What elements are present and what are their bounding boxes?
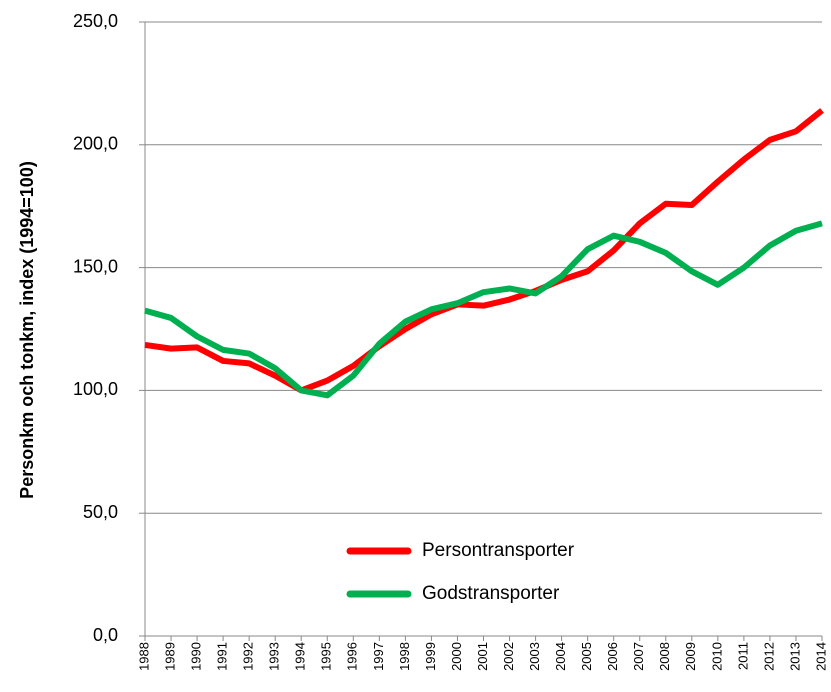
x-tick-label: 2014 <box>813 642 828 671</box>
x-tick-label: 1993 <box>267 642 282 671</box>
x-tick-label: 1988 <box>136 642 151 671</box>
y-tick-label: 100,0 <box>73 379 118 399</box>
y-axis-title: Personkm och tonkm, index (1994=100) <box>17 161 37 499</box>
x-tick-label: 2011 <box>735 642 750 670</box>
line-series <box>144 220 823 399</box>
x-tick-label: 1992 <box>241 642 256 671</box>
x-tick-label: 1997 <box>371 642 386 671</box>
x-tick-label: 2004 <box>553 642 568 671</box>
line-series <box>144 108 824 394</box>
y-tick-label: 0,0 <box>93 625 118 645</box>
x-tick-label: 1989 <box>162 642 177 671</box>
x-tick-label: 2012 <box>761 642 776 671</box>
legend-label: Persontransporter <box>422 540 575 561</box>
y-tick-label: 50,0 <box>83 502 118 522</box>
x-tick-label: 2010 <box>709 642 724 671</box>
x-tick-label: 2006 <box>605 642 620 671</box>
legend-label: Godstransporter <box>422 583 560 604</box>
x-tick-label: 1991 <box>215 642 230 671</box>
x-tick-label: 1995 <box>319 642 334 671</box>
y-tick-label: 250,0 <box>73 11 118 31</box>
x-tick-label: 2005 <box>579 642 594 671</box>
x-tick-label: 1999 <box>423 642 438 671</box>
x-tick-label: 2008 <box>657 642 672 671</box>
x-tick-label: 1996 <box>345 642 360 671</box>
y-tick-label: 200,0 <box>73 134 118 154</box>
x-tick-label: 2003 <box>527 642 542 671</box>
x-tick-label: 1998 <box>397 642 412 671</box>
x-tick-label: 2013 <box>787 642 802 671</box>
x-tick-label: 2007 <box>631 642 646 671</box>
x-tick-label: 2009 <box>683 642 698 671</box>
x-tick-label: 2000 <box>449 642 464 671</box>
x-tick-label: 2002 <box>501 642 516 671</box>
x-tick-label: 1994 <box>293 642 308 671</box>
x-tick-label: 1990 <box>189 642 204 671</box>
y-tick-label: 150,0 <box>73 256 118 276</box>
x-tick-label: 2001 <box>475 642 490 671</box>
